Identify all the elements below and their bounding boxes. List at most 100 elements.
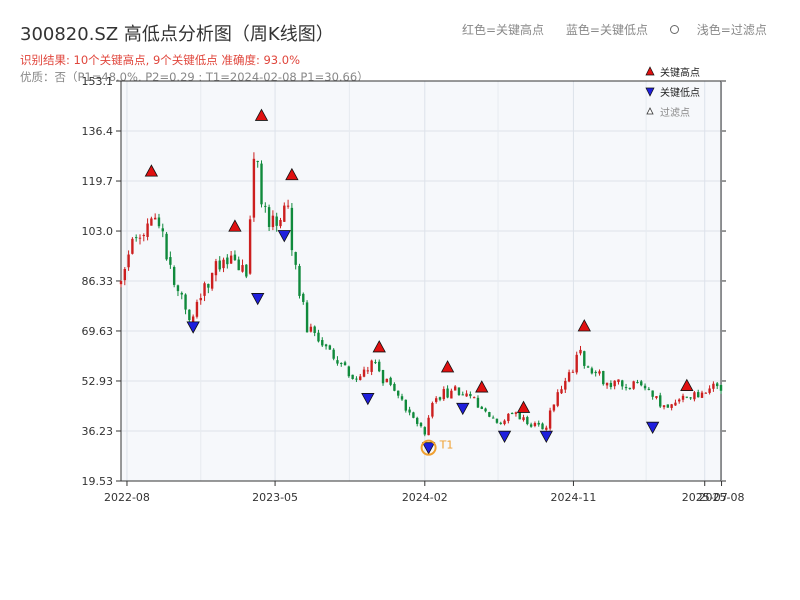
candle-body <box>643 385 647 389</box>
candle-body <box>290 207 294 251</box>
candle-body <box>245 264 248 277</box>
legend-red-text: 红色=关键高点 <box>462 23 545 37</box>
candle-body <box>370 360 373 372</box>
candle-body <box>237 259 240 271</box>
candle-body <box>119 281 123 285</box>
candle-body <box>670 404 673 408</box>
candle-body <box>590 368 594 374</box>
candle-body <box>313 326 316 333</box>
candle-body <box>594 371 597 374</box>
candle-body <box>214 261 218 276</box>
candle-body <box>472 397 476 399</box>
candle-body <box>712 383 715 389</box>
y-tick-label: 19.53 <box>82 475 114 488</box>
candle-body <box>716 383 719 387</box>
candle-body <box>165 233 168 260</box>
candle-body <box>537 422 540 425</box>
candle-body <box>628 387 632 389</box>
candle-body <box>264 205 267 207</box>
candle-body <box>188 309 191 321</box>
candle-body <box>184 294 187 310</box>
candle-body <box>476 397 480 408</box>
candle-body <box>571 371 575 373</box>
candle-body <box>655 396 658 398</box>
candle-body <box>499 422 502 424</box>
t1-ring <box>420 439 437 456</box>
candle-body <box>378 361 381 372</box>
candle-body <box>469 393 472 397</box>
candle-body <box>419 422 423 427</box>
legend-item-label: 关键低点 <box>660 86 700 99</box>
candle-body <box>294 252 297 265</box>
candle-body <box>609 382 613 388</box>
candle-body <box>343 362 347 366</box>
candle-body <box>446 388 449 398</box>
candle-body <box>131 238 134 254</box>
candle-body <box>328 345 332 350</box>
candle-body <box>636 382 639 384</box>
candle-body <box>548 410 552 429</box>
candle-body <box>248 219 252 274</box>
candle-body <box>560 389 563 394</box>
candle-body <box>347 366 351 377</box>
candle-body <box>169 257 172 265</box>
legend-light-label: 浅色=过滤点 <box>696 23 767 37</box>
candle-body <box>621 380 624 387</box>
key-low-marker <box>186 321 200 334</box>
candle-body <box>507 413 510 422</box>
candle-body <box>579 349 582 354</box>
candle-body <box>719 384 723 391</box>
legend-low-icon <box>645 87 655 97</box>
candle-body <box>218 260 221 270</box>
key-low-marker <box>251 293 265 306</box>
x-tick-label: 2025-07 <box>682 491 728 504</box>
candle-body <box>647 388 651 390</box>
candle-body <box>708 388 711 393</box>
chart-title: 300820.SZ 高低点分析图（周K线图） <box>20 24 334 45</box>
candle-body <box>545 427 548 430</box>
key-high-marker <box>577 319 591 332</box>
candle-body <box>617 379 620 383</box>
candle-body <box>602 370 605 385</box>
x-tick-label: 2024-11 <box>550 491 596 504</box>
candle-body <box>241 265 244 272</box>
x-tick-label: 2024-02 <box>402 491 448 504</box>
candle-body <box>408 409 411 413</box>
key-low-marker <box>539 430 553 444</box>
candle-body <box>393 383 396 391</box>
candle-body <box>207 283 210 288</box>
candle-body <box>526 417 529 425</box>
candle-body <box>685 396 689 398</box>
candle-body <box>450 390 453 399</box>
candle-body <box>510 412 514 415</box>
candle-body <box>153 217 157 220</box>
candle-body <box>624 387 628 389</box>
candle-body <box>305 302 309 333</box>
candle-body <box>674 402 677 406</box>
candle-body <box>416 417 419 424</box>
candle-body <box>176 285 180 292</box>
candle-body <box>457 387 461 395</box>
candle-body <box>351 374 354 379</box>
candle-body <box>564 380 567 390</box>
key-high-marker <box>254 108 269 121</box>
candle-body <box>662 405 666 408</box>
candle-body <box>283 205 286 222</box>
y-tick-label: 86.33 <box>82 275 114 288</box>
candle-body <box>693 392 696 400</box>
candle-body <box>488 412 491 417</box>
candle-body <box>666 404 670 408</box>
candle-body <box>191 316 195 322</box>
candle-body <box>495 418 499 423</box>
candle-body <box>279 219 282 227</box>
candle-body <box>389 377 392 385</box>
key-high-marker <box>680 378 694 391</box>
candle-body <box>366 370 370 372</box>
x-tick-label: 2022-08 <box>104 491 150 504</box>
y-tick-label: 103.0 <box>82 225 114 238</box>
candle-body <box>427 417 430 436</box>
candle-body <box>134 237 138 239</box>
key-high-marker <box>372 340 386 353</box>
candle-body <box>518 411 521 420</box>
